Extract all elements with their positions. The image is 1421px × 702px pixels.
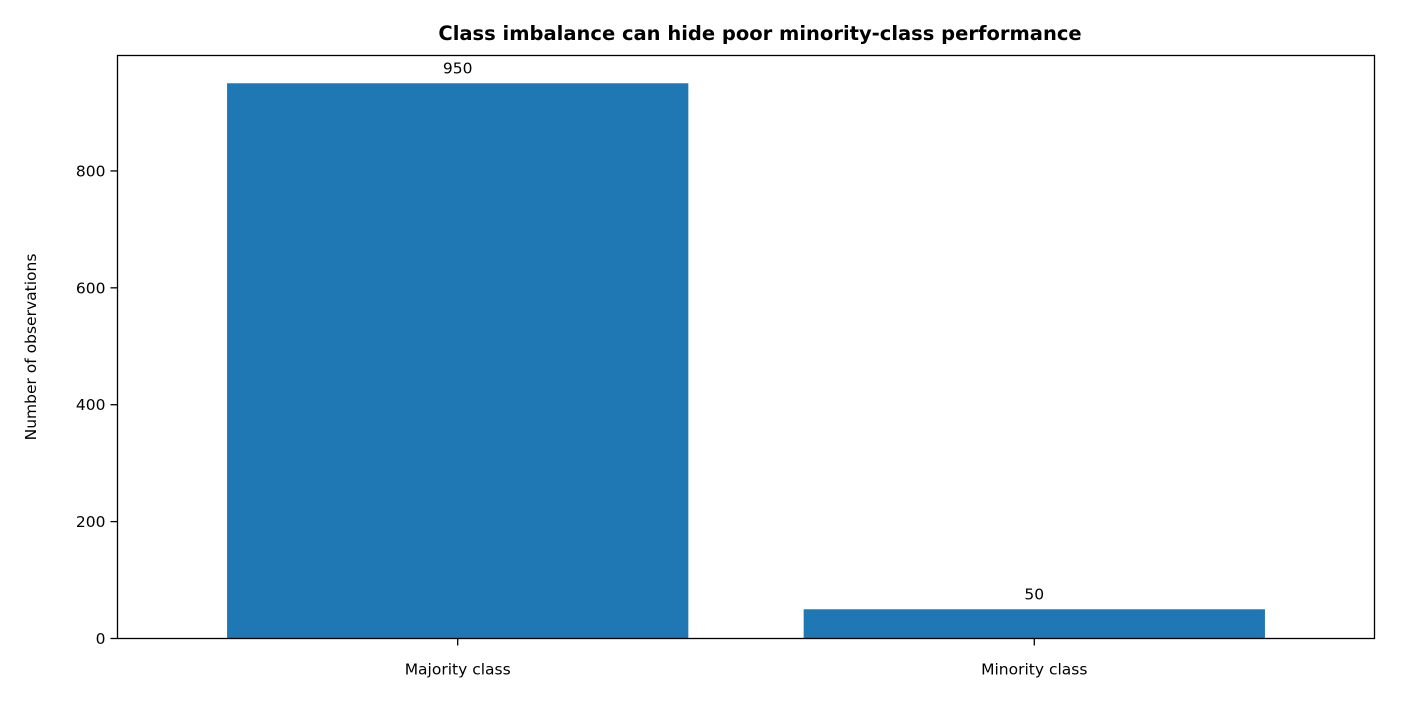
- y-tick-label: 600: [76, 279, 106, 297]
- y-tick-label: 200: [76, 513, 106, 531]
- x-tick-label: Minority class: [981, 661, 1087, 679]
- y-tick-label: 800: [76, 162, 106, 180]
- x-axis-ticks: Majority class Minority class: [405, 638, 1087, 679]
- x-tick-label: Majority class: [405, 661, 511, 679]
- bars-layer: [227, 83, 1265, 639]
- data-label: 950: [443, 59, 473, 77]
- bar-minority-class: [803, 609, 1265, 639]
- data-labels-layer: 950 50: [443, 59, 1044, 603]
- y-axis-label: Number of observations: [22, 254, 40, 441]
- y-tick-label: 400: [76, 396, 106, 414]
- chart-title: Class imbalance can hide poor minority-c…: [438, 22, 1081, 45]
- data-label: 50: [1024, 585, 1044, 603]
- bar-majority-class: [227, 83, 689, 639]
- y-tick-label: 0: [96, 630, 106, 648]
- y-axis-ticks: 0 200 400 600 800: [76, 162, 118, 648]
- plot-area-frame: [116, 54, 1376, 640]
